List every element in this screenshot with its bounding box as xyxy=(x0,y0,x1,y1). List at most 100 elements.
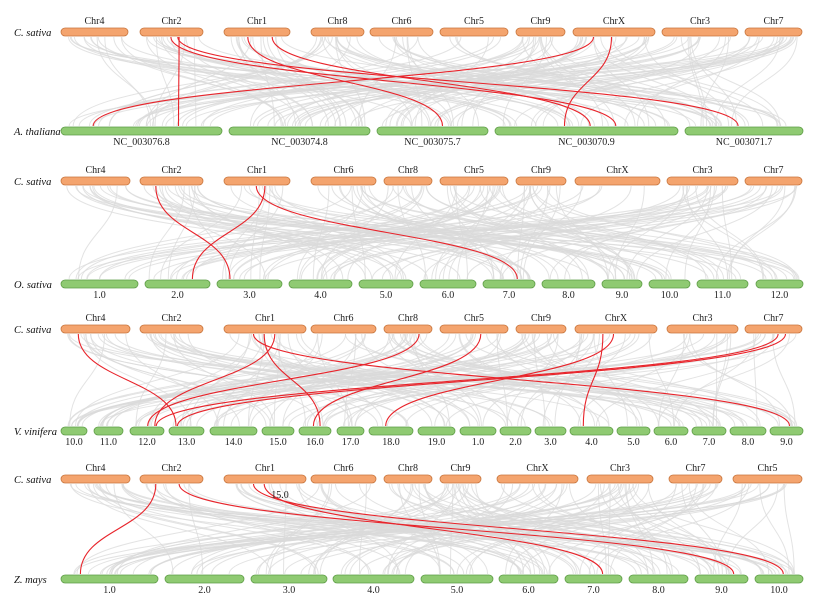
panel-1-background-link xyxy=(392,36,779,127)
panel-3-target-label-6.0: 6.0 xyxy=(665,437,678,448)
panel-4-background-link xyxy=(236,483,521,575)
panel-3-query-bar-Chr5 xyxy=(439,324,509,334)
panel-4-background-link xyxy=(73,483,521,575)
panel-1-link-Chr2-to-NC_003070.9 xyxy=(170,36,617,127)
panel-4-annotation: 15.0 xyxy=(271,490,289,501)
panel-1-background-link xyxy=(154,36,186,127)
panel-3-background-link xyxy=(125,333,219,427)
panel-3-background-link xyxy=(577,333,691,427)
panel-3-background-link xyxy=(67,333,409,427)
panel-3-background-link xyxy=(270,333,719,427)
panel-4-background-link xyxy=(624,483,668,575)
panel-3-background-link xyxy=(177,333,727,427)
panel-4-target-bar-3.0 xyxy=(250,574,328,584)
panel-4-query-label-Chr8: Chr8 xyxy=(398,463,418,474)
panel-3-background-link xyxy=(413,333,450,427)
panel-3-query-label-ChrX: ChrX xyxy=(605,313,628,324)
panel-2-background-link xyxy=(143,185,590,280)
panel-1-background-link xyxy=(209,36,678,127)
panel-4-background-link xyxy=(122,483,523,575)
panel-2-background-link xyxy=(300,185,498,280)
panel-3-target-bar-15.0 xyxy=(261,426,295,436)
panel-4-target-label-3.0: 3.0 xyxy=(283,585,296,596)
panel-3-background-link xyxy=(520,333,583,427)
panel-2-target-bar-7.0 xyxy=(482,279,536,289)
panel-1-query-bar-Chr8 xyxy=(310,27,365,37)
panel-1-target-label-NC_003070.9: NC_003070.9 xyxy=(558,137,614,148)
panel-1-link-Chr1-to-NC_003075.7 xyxy=(247,36,444,127)
panel-2-background-link xyxy=(66,185,394,280)
panel-4-target-label-2.0: 2.0 xyxy=(198,585,211,596)
panel-4-query-bar-Chr9 xyxy=(439,474,482,484)
panel-4-background-link xyxy=(424,483,541,575)
panel-3-background-link xyxy=(657,333,790,427)
panel-4-query-bar-Chr4 xyxy=(60,474,131,484)
panel-2-target-label-8.0: 8.0 xyxy=(562,290,575,301)
panel-2-background-link xyxy=(191,185,422,280)
panel-3-query-label-Chr8: Chr8 xyxy=(398,313,418,324)
panel-3-background-link xyxy=(772,333,796,427)
panel-2-background-link xyxy=(546,185,776,280)
panel-1-background-link xyxy=(687,36,704,127)
panel-1-background-link xyxy=(304,36,731,127)
panel-2-background-link xyxy=(626,185,708,280)
panel-3-link-Chr7-to-12.0 xyxy=(155,333,779,427)
panel-1-target-label-NC_003076.8: NC_003076.8 xyxy=(113,137,169,148)
panel-4-target-bar-9.0 xyxy=(694,574,749,584)
panel-4-background-link xyxy=(469,483,605,575)
panel-4-background-link xyxy=(70,483,455,575)
panel-2-query-label-Chr4: Chr4 xyxy=(86,165,106,176)
panel-2-target-label-3.0: 3.0 xyxy=(243,290,256,301)
panel-3-background-link xyxy=(102,333,684,427)
panel-1-background-link xyxy=(68,36,506,127)
panel-2-query-bar-Chr2 xyxy=(139,176,204,186)
panel-4-background-link xyxy=(88,483,719,575)
panel-3-target-bar-4.0 xyxy=(569,426,614,436)
panel-1-query-label-Chr4: Chr4 xyxy=(85,16,105,27)
panel-3-background-link xyxy=(533,333,546,427)
panel-4-target-species: Z. mays xyxy=(14,575,47,586)
panel-2-background-link xyxy=(228,185,284,280)
panel-3-link-Chr4-to-13.0 xyxy=(77,333,177,427)
panel-3-target-bar-19.0 xyxy=(417,426,456,436)
panel-2-target-label-4.0: 4.0 xyxy=(314,290,327,301)
panel-4-target-label-4.0: 4.0 xyxy=(367,585,380,596)
panel-2-target-label-12.0: 12.0 xyxy=(771,290,789,301)
panel-3-background-link xyxy=(553,333,761,427)
panel-3-query-bar-ChrX xyxy=(574,324,658,334)
panel-4-background-link xyxy=(726,483,779,575)
panel-2-link-Chr1-to-2.0 xyxy=(191,185,266,280)
panel-4-link-Chr1-to-10.0 xyxy=(252,483,784,575)
panel-3-target-bar-17.0 xyxy=(336,426,365,436)
panel-4-background-link xyxy=(617,483,701,575)
panel-2-target-bar-10.0 xyxy=(648,279,691,289)
panel-3-target-bar-5.0 xyxy=(616,426,651,436)
panel-1-query-label-Chr2: Chr2 xyxy=(162,16,182,27)
panel-3-query-label-Chr9: Chr9 xyxy=(531,313,551,324)
panel-4-query-species: C. sativa xyxy=(14,475,51,486)
panel-1-target-bar-NC_003076.8 xyxy=(60,126,223,136)
panel-1-background-link xyxy=(283,36,552,127)
panel-2-target-label-6.0: 6.0 xyxy=(442,290,455,301)
panel-2-query-label-Chr3: Chr3 xyxy=(693,165,713,176)
panel-2-query-label-Chr1: Chr1 xyxy=(247,165,267,176)
panel-3-background-link xyxy=(506,333,559,427)
panel-2-background-link xyxy=(296,185,364,280)
panel-2-background-link xyxy=(364,185,517,280)
panel-4-background-link xyxy=(783,483,795,575)
panel-3-background-link xyxy=(361,333,480,427)
panel-3-background-link xyxy=(524,333,711,427)
panel-1-query-bar-Chr7 xyxy=(744,27,803,37)
panel-4-background-link xyxy=(235,483,780,575)
panel-4-query-label-Chr7: Chr7 xyxy=(686,463,706,474)
panel-1-background-link xyxy=(170,36,314,127)
panel-2-query-label-Chr7: Chr7 xyxy=(764,165,784,176)
panel-1-background-link xyxy=(108,36,323,127)
panel-4-background-link xyxy=(596,483,750,575)
panel-2-query-bar-ChrX xyxy=(574,176,661,186)
panel-4-query-label-Chr4: Chr4 xyxy=(86,463,106,474)
panel-1-query-label-ChrX: ChrX xyxy=(603,16,626,27)
panel-2-background-link xyxy=(167,185,767,280)
panel-1-query-bar-Chr2 xyxy=(139,27,204,37)
panel-3-query-bar-Chr2 xyxy=(139,324,204,334)
